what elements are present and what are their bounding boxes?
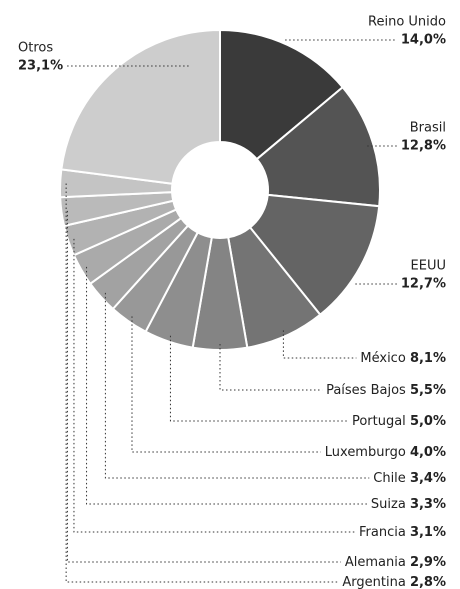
slice-value: 4,0% [410,445,446,460]
slice-value: 23,1% [18,59,63,74]
leader-line [104,292,370,479]
slice-value: 5,0% [410,414,446,429]
slice-label: Luxemburgo 4,0% [325,445,446,460]
slice-name: México [360,351,405,366]
slice-label: Argentina 2,8% [342,575,446,589]
slice-value: 3,1% [410,525,446,540]
slice-name: Alemania [345,555,406,570]
slice-name: Argentina [342,575,405,589]
leader-line [66,210,341,563]
pie-slice [255,85,381,208]
slice-name: Países Bajos [326,383,406,398]
pie-slice [60,28,221,185]
slice-value: 3,3% [410,497,446,512]
slice-label: México 8,1% [360,351,446,366]
slice-label: Portugal 5,0% [352,414,446,429]
slice-value: 12,8% [401,139,446,154]
slice-value: 2,8% [410,575,446,589]
slice-label: Brasil [410,121,446,136]
slice-value: 12,7% [401,277,446,292]
slice-name: Portugal [352,414,406,429]
leader-line [282,330,357,359]
slice-value: 2,9% [410,555,446,570]
slice-value: 3,4% [410,471,446,486]
slice-label: EEUU [411,259,446,274]
leader-line [131,316,321,453]
pie-slice [248,193,381,317]
leader-line [86,266,367,505]
slice-label: Suiza 3,3% [371,497,446,512]
slice-label: Alemania 2,9% [345,555,446,570]
slice-label: Reino Unido [368,15,446,30]
slice-value: 14,0% [401,33,446,48]
slice-label: Países Bajos 5,5% [326,383,446,398]
leader-line [219,344,323,391]
leader-line [169,335,348,422]
pie-slice [219,28,345,161]
slice-name: Luxemburgo [325,445,406,460]
slice-name: Suiza [371,497,406,512]
slice-name: Chile [373,471,406,486]
leader-line [73,238,355,533]
slice-value: 8,1% [410,351,446,366]
slice-label: Chile 3,4% [373,471,446,486]
slice-value: 5,5% [410,383,446,398]
slice-name: Francia [359,525,406,540]
slice-label: Francia 3,1% [359,525,446,540]
slice-label: Otros [18,41,53,56]
leader-line [65,183,339,583]
